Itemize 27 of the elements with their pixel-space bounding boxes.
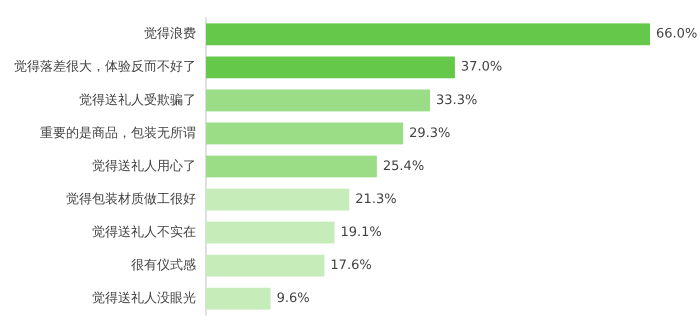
data-label: 19.1% xyxy=(340,224,382,240)
data-label: 25.4% xyxy=(382,158,424,174)
data-label: 17.6% xyxy=(330,258,372,274)
y-tick-label: 重要的是商品，包装无所谓 xyxy=(40,126,196,141)
data-label: 9.6% xyxy=(276,291,310,306)
y-tick-label: 觉得送礼人没眼光 xyxy=(92,291,196,306)
y-tick-label: 觉得送礼人不实在 xyxy=(92,224,196,240)
bar xyxy=(206,288,271,310)
data-label: 37.0% xyxy=(460,60,502,75)
y-tick-label: 觉得送礼人用心了 xyxy=(92,158,196,174)
data-label: 66.0% xyxy=(656,26,698,42)
bar xyxy=(206,56,455,78)
data-label: 21.3% xyxy=(355,192,397,207)
bar xyxy=(206,122,404,144)
bar xyxy=(206,188,350,210)
y-tick-label: 觉得落差很大，体验反而不好了 xyxy=(14,60,196,75)
y-tick-label: 觉得送礼人受欺骗了 xyxy=(79,92,196,108)
bar xyxy=(206,156,377,178)
data-label: 33.3% xyxy=(436,92,478,108)
data-label: 29.3% xyxy=(409,126,450,141)
y-tick-label: 很有仪式感 xyxy=(131,258,196,274)
bar xyxy=(206,90,430,112)
bar xyxy=(206,254,324,277)
bar xyxy=(206,222,334,244)
bar xyxy=(206,23,650,46)
y-tick-label: 觉得浪费 xyxy=(144,26,196,42)
y-tick-label: 觉得包装材质做工很好 xyxy=(66,192,196,207)
